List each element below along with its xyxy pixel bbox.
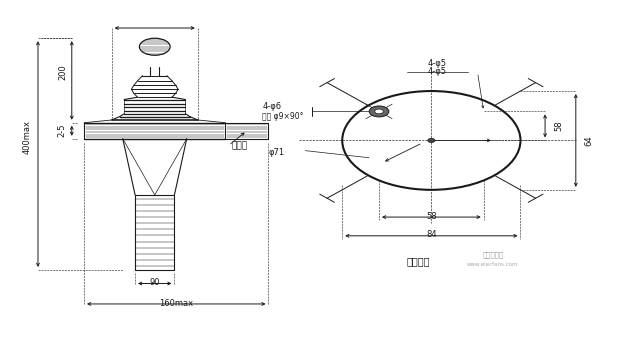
Text: 沉孔 φ9×90°: 沉孔 φ9×90°	[262, 112, 304, 121]
Text: 58: 58	[426, 211, 437, 221]
Circle shape	[369, 106, 389, 117]
Text: 84: 84	[426, 230, 437, 239]
Text: 板面开孔: 板面开孔	[407, 257, 430, 266]
Text: 160max: 160max	[159, 298, 193, 307]
Text: 58: 58	[554, 121, 563, 131]
Circle shape	[375, 109, 383, 114]
Circle shape	[427, 139, 435, 142]
Text: 4-φ5: 4-φ5	[428, 59, 447, 68]
Text: 4-φ5: 4-φ5	[428, 67, 447, 76]
Text: 400max: 400max	[22, 120, 31, 154]
Text: www.elecfans.com: www.elecfans.com	[467, 262, 518, 267]
Text: 电子发烧友: 电子发烧友	[482, 251, 503, 258]
Text: 200: 200	[58, 65, 67, 81]
Text: 2-5: 2-5	[57, 124, 67, 138]
Text: 64: 64	[585, 135, 594, 146]
Text: 90: 90	[150, 279, 160, 288]
Text: 安装板: 安装板	[232, 141, 248, 150]
Text: 4-φ6: 4-φ6	[262, 102, 282, 111]
Text: φ71: φ71	[269, 148, 285, 157]
